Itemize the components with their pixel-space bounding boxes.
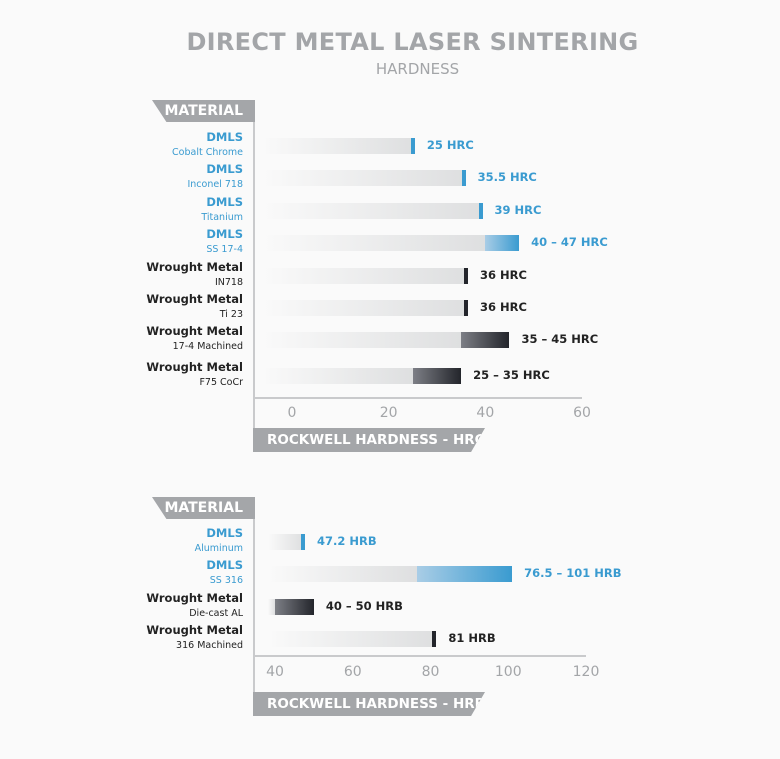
row-process-label: DMLS [206,162,243,177]
row-process-label: DMLS [206,130,243,144]
row-process-label: DMLS [206,227,243,242]
bar-marker [478,202,483,219]
row-material-label: 17-4 Machined [172,341,243,353]
x-tick-label: 60 [573,405,591,421]
bar-marker [410,138,415,154]
row-process-label: DMLS [206,558,243,573]
row-process-label: DMLS [206,526,243,540]
bar-value-label: 81 HRB [448,630,496,645]
bar-range [416,566,513,583]
x-axis-line [255,655,586,657]
row-material-label: Titanium [201,211,243,223]
bar-track [268,534,303,550]
row-material-label: SS 17-4 [206,244,243,256]
bar-track [268,598,275,615]
bar-track [262,202,481,219]
bar-track [262,300,466,316]
bar-track [268,566,417,583]
bar-marker [432,630,437,647]
bar-value-label: 40 – 47 HRC [531,235,608,250]
x-tick-label: 0 [287,405,297,421]
row-material-label: IN718 [214,276,243,288]
y-axis-line [253,519,255,692]
bar-value-label: 36 HRC [480,267,527,282]
x-axis-label: ROCKWELL HARDNESS - HRB [253,692,485,716]
row-material-label: SS 316 [209,575,243,587]
x-tick-label: 40 [266,664,284,680]
x-axis-label: ROCKWELL HARDNESS - HRC [253,428,485,452]
row-material-label: Aluminum [194,543,243,554]
bar-range [275,598,314,615]
y-axis-line [253,122,255,428]
x-tick-label: 20 [379,405,398,421]
chart-subtitle: HARDNESS [375,60,460,78]
bar-marker [300,534,305,550]
bar-marker [464,300,468,316]
bar-value-label: 35 – 45 HRC [521,332,599,347]
bar-value-label: 25 HRC [426,138,474,152]
row-process-label: Wrought Metal [146,590,243,605]
row-material-label: Die-cast AL [189,607,243,619]
bar-value-label: 76.5 – 101 HRB [524,566,622,581]
row-process-label: Wrought Metal [146,622,243,637]
bar-value-label: 39 HRC [494,202,542,217]
bar-range [461,332,510,349]
bar-value-label: 35.5 HRC [477,170,537,185]
bar-range [412,367,462,384]
bar-track [262,235,486,252]
bar-track [262,138,413,154]
bar-marker [461,170,466,187]
row-process-label: Wrought Metal [146,292,243,306]
bar-track [262,367,413,384]
bar-value-label: 40 – 50 HRB [325,598,403,613]
bar-track [268,630,435,647]
row-material-label: F75 CoCr [199,376,243,388]
bar-track [262,267,466,284]
bar-value-label: 25 – 35 HRC [473,367,550,382]
x-tick-label: 60 [343,664,362,680]
row-process-label: Wrought Metal [146,324,243,339]
row-process-label: Wrought Metal [146,259,243,274]
chart-title: DIRECT METAL LASER SINTERING [186,28,639,56]
row-material-label: Cobalt Chrome [172,147,243,158]
row-process-label: DMLS [206,194,243,209]
bar-value-label: 47.2 HRB [316,534,377,548]
x-tick-label: 80 [421,664,440,680]
bar-value-label: 36 HRC [480,300,527,314]
bar-track [262,170,464,187]
row-material-label: Inconel 718 [187,179,243,191]
bar-marker [464,267,468,284]
x-tick-label: 120 [572,664,600,680]
bar-track [262,332,462,349]
x-tick-label: 100 [494,664,522,680]
row-material-label: Ti 23 [219,309,243,320]
row-process-label: Wrought Metal [146,359,243,374]
material-header: MATERIAL [152,497,255,519]
x-axis-line [255,397,582,399]
row-material-label: 316 Machined [176,639,243,651]
material-header: MATERIAL [152,100,255,122]
x-tick-label: 40 [476,405,495,421]
bar-range [485,235,520,252]
